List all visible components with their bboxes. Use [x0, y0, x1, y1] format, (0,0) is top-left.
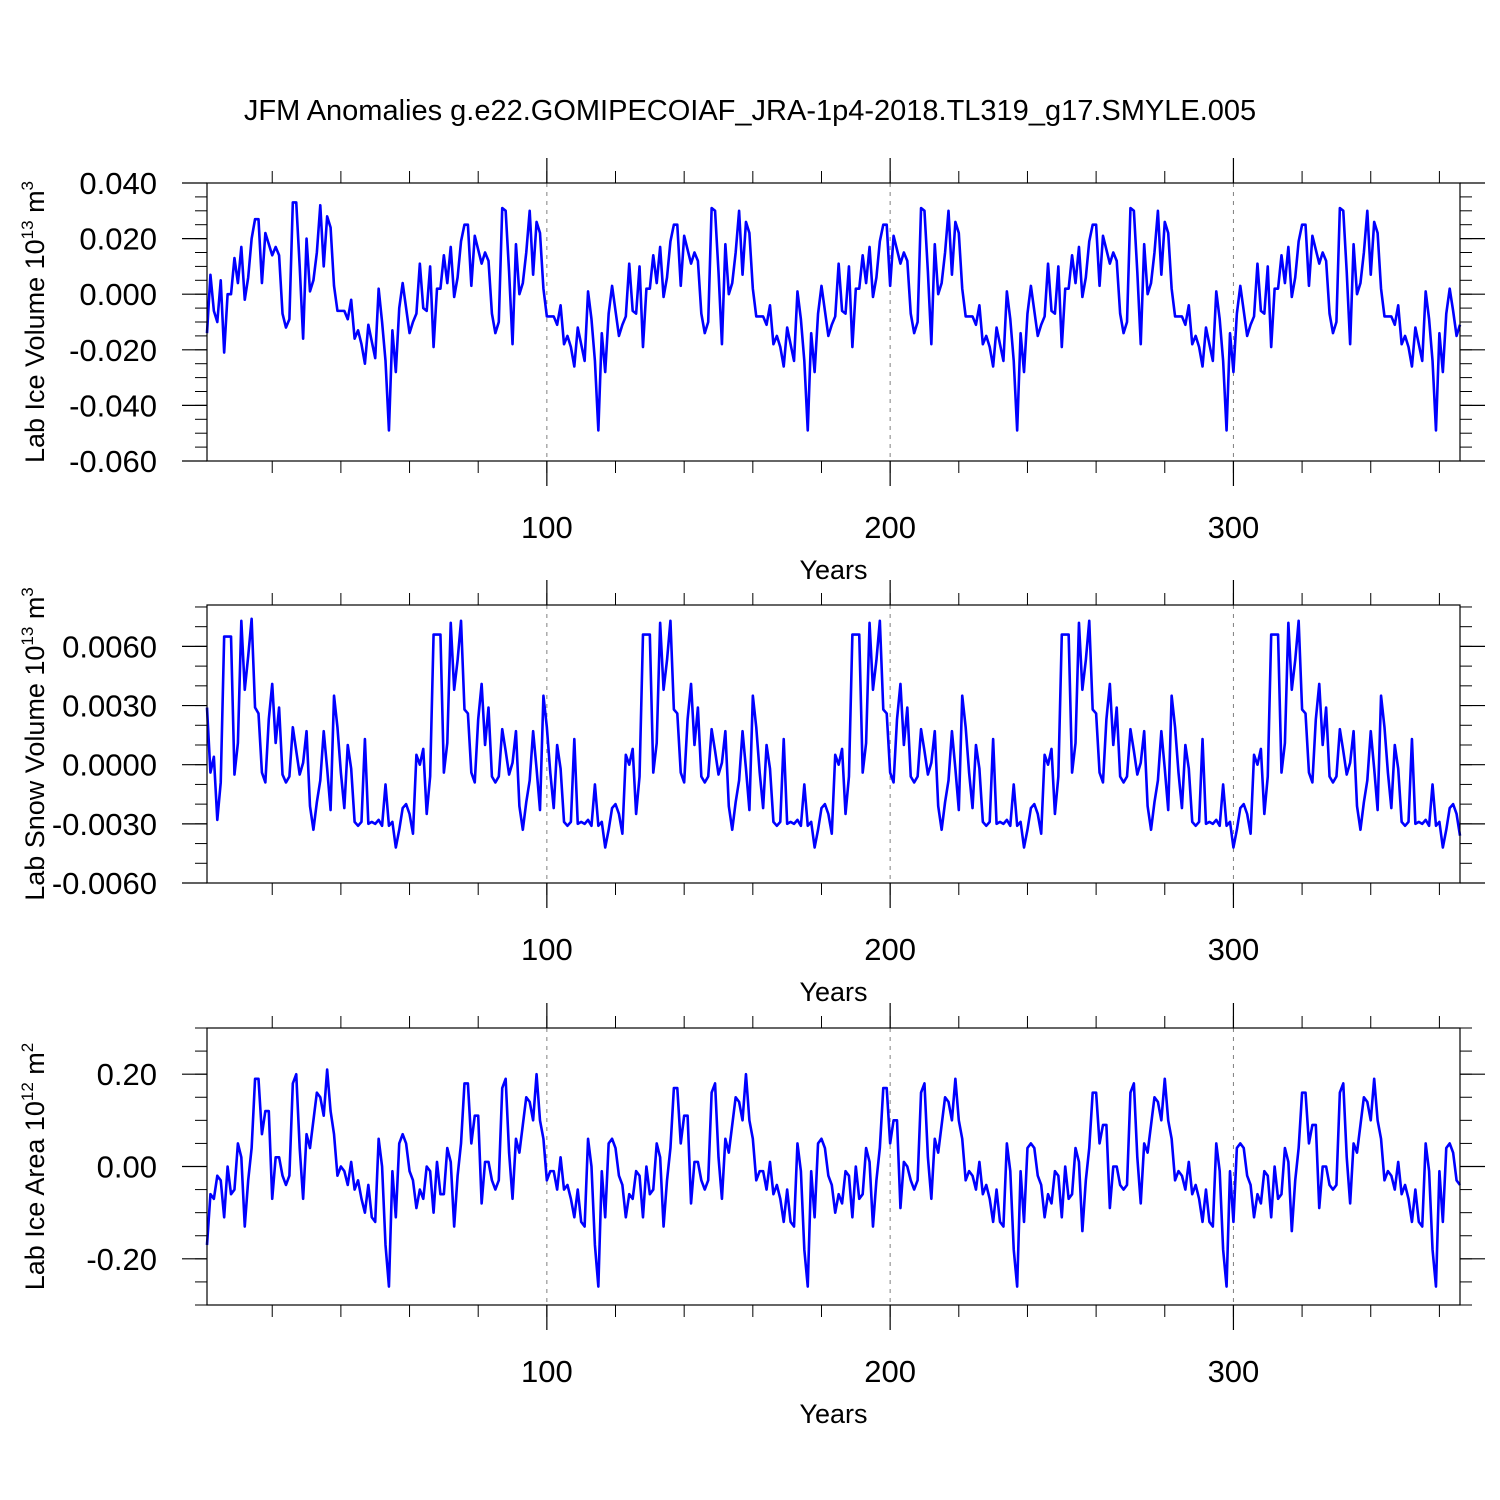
y-axis-label-unit: m — [20, 190, 50, 220]
y-tick-label: 0.0000 — [62, 748, 157, 783]
x-tick-label: 300 — [1208, 932, 1260, 967]
x-axis-label: Years — [799, 1399, 867, 1429]
plot-frame — [206, 1027, 1461, 1306]
y-tick-label: -0.060 — [69, 444, 157, 479]
series-line — [205, 201, 1462, 432]
plot-frame — [206, 604, 1461, 884]
y-tick-label: -0.0060 — [52, 866, 157, 901]
y-axis-label-unit-exponent: 2 — [18, 1043, 37, 1052]
y-axis-label-exponent: 13 — [18, 627, 37, 646]
panels: -0.060 -0.040 -0.020 0.000 0.020 0.040 100 200 3… — [18, 158, 1485, 1429]
y-axis-label-unit-exponent: 3 — [18, 181, 37, 190]
x-tick-label: 300 — [1208, 510, 1260, 545]
y-axis-label-unit-exponent: 3 — [18, 587, 37, 596]
y-axis-label: Lab Snow Volume 1013 m3 — [18, 587, 50, 901]
y-tick-label: -0.020 — [69, 333, 157, 368]
y-tick-label: 0.020 — [79, 222, 157, 257]
y-axis-label-exponent: 13 — [18, 220, 37, 239]
x-axis-label: Years — [799, 977, 867, 1007]
y-tick-label: -0.0030 — [52, 807, 157, 842]
y-axis-label-exponent: 12 — [18, 1082, 37, 1101]
y-tick-label: 0.040 — [79, 166, 157, 201]
y-tick-label: -0.20 — [86, 1242, 157, 1277]
y-tick-label: 0.00 — [97, 1150, 157, 1185]
y-tick-label: 0.000 — [79, 277, 157, 312]
x-tick-label: 300 — [1208, 1354, 1260, 1389]
y-axis-label: Lab Ice Volume 1013 m3 — [18, 181, 50, 463]
y-tick-label: 0.20 — [97, 1057, 157, 1092]
panel-snow-volume: -0.0060 -0.0030 0.0000 0.0030 0.0060 100 200 30… — [18, 580, 1485, 1007]
x-tick-label: 100 — [521, 1354, 573, 1389]
x-axis-label: Years — [799, 555, 867, 585]
panel-ice-volume: -0.060 -0.040 -0.020 0.000 0.020 0.040 100 200 3… — [18, 158, 1485, 585]
x-tick-label: 200 — [864, 932, 916, 967]
y-axis-label-text: Lab Ice Area 10 — [20, 1101, 50, 1290]
y-axis-label-unit: m — [20, 597, 50, 627]
y-axis-label: Lab Ice Area 1012 m2 — [18, 1043, 50, 1291]
y-axis-label-text: Lab Ice Volume 10 — [20, 239, 50, 463]
y-axis-label-unit: m — [20, 1052, 50, 1082]
series-line — [205, 617, 1462, 849]
y-axis-label-text: Lab Snow Volume 10 — [20, 646, 50, 901]
x-tick-label: 100 — [521, 932, 573, 967]
x-tick-label: 200 — [864, 510, 916, 545]
series-line — [205, 1068, 1462, 1288]
y-tick-label: 0.0060 — [62, 629, 157, 664]
x-tick-label: 200 — [864, 1354, 916, 1389]
y-tick-label: 0.0030 — [62, 689, 157, 724]
x-tick-label: 100 — [521, 510, 573, 545]
y-tick-label: -0.040 — [69, 388, 157, 423]
chart-title: JFM Anomalies g.e22.GOMIPECOIAF_JRA-1p4-… — [244, 95, 1256, 127]
panel-ice-area: -0.20 0.00 0.20 100 200 300 Years Lab Ice Area … — [18, 1003, 1485, 1429]
